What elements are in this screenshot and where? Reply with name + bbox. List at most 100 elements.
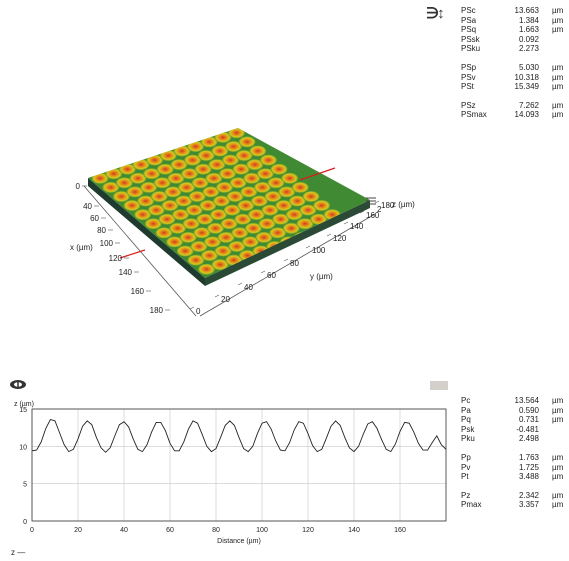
z-axis-label: z (µm) xyxy=(392,200,415,209)
surface-bump xyxy=(211,145,229,157)
surface-bump xyxy=(123,200,141,211)
surface-bump xyxy=(172,209,190,221)
param-value: 13.564 xyxy=(514,396,539,405)
surface-bump xyxy=(240,186,258,198)
surface-bump xyxy=(208,159,226,171)
surface-bump xyxy=(313,200,331,211)
surface-bump xyxy=(235,150,253,161)
profile-view-icon[interactable] xyxy=(8,377,28,389)
surface-bump xyxy=(150,191,168,202)
surface-bump xyxy=(310,213,328,225)
y-tick-mark xyxy=(283,258,289,262)
z-tick-label: 2 xyxy=(377,205,382,214)
param-name: PSmax xyxy=(461,110,487,120)
param-name: PSz xyxy=(461,100,476,110)
param-unit: µm xyxy=(552,500,564,510)
surface-bump xyxy=(217,231,235,243)
surface-bump xyxy=(102,181,120,193)
y-tick-label: 160 xyxy=(366,211,380,220)
x-tick-label: 40 xyxy=(120,527,128,534)
param-unit: µm xyxy=(552,100,564,110)
x-tick-label: 120 xyxy=(302,527,314,534)
param-value: 13.663 xyxy=(514,6,539,15)
param-name: PSq xyxy=(461,25,477,35)
y-tick-mark xyxy=(237,282,243,286)
surface-bump xyxy=(259,154,277,166)
surface-bump xyxy=(222,154,239,166)
y-axis-line xyxy=(199,213,376,317)
surface-bump xyxy=(175,195,193,207)
y-tick-label: 5 xyxy=(23,482,27,489)
param-row: Pv 1.725 µm xyxy=(461,463,569,473)
param-name: PSa xyxy=(461,15,477,25)
param-unit: µm xyxy=(552,490,564,500)
surface-bump xyxy=(223,204,241,216)
surface-bump xyxy=(169,222,187,234)
surface-bump xyxy=(228,128,245,139)
surface-bump xyxy=(214,131,232,143)
y-tick-label: 0 xyxy=(23,519,27,526)
profile-footer-label: z — xyxy=(11,548,26,557)
y-tick-label: 0 xyxy=(196,307,201,316)
param-name: Pmax xyxy=(461,500,482,510)
surface-bump xyxy=(194,163,212,175)
param-name: PSku xyxy=(461,44,481,54)
param-name: PSsk xyxy=(461,34,480,44)
surface-bump xyxy=(261,204,279,216)
param-name: Pq xyxy=(461,415,471,425)
surface-bump xyxy=(249,145,267,157)
surface-bump xyxy=(225,141,242,152)
param-value: 3.488 xyxy=(518,472,539,482)
surface-bump xyxy=(144,218,162,230)
surface-bump xyxy=(220,218,238,230)
param-value: 5.030 xyxy=(518,62,539,72)
surface-bump xyxy=(132,159,150,171)
surface-bump xyxy=(199,200,217,211)
x-tick-label: 140 xyxy=(348,527,360,534)
param-row: PSsk 0.092 xyxy=(461,35,569,45)
profile-color-swatch[interactable] xyxy=(430,381,448,390)
x-tick-label: 0 xyxy=(76,182,81,191)
param-value: 0.590 xyxy=(518,405,539,415)
surface-bump xyxy=(185,204,203,216)
param-row: Pt 3.488 µm xyxy=(461,472,569,482)
param-value: 15.349 xyxy=(514,82,539,92)
surface-bump xyxy=(213,195,230,207)
param-unit: µm xyxy=(552,415,564,425)
surface-bump xyxy=(267,177,285,189)
param-value: 3.357 xyxy=(518,500,539,510)
red-marker-left xyxy=(119,249,146,259)
surface-bump xyxy=(241,236,259,248)
surface-bump xyxy=(196,213,214,225)
param-value: 2.342 xyxy=(518,490,539,500)
y-tick-label: 60 xyxy=(267,271,276,280)
surface-scale-toggle-icon[interactable]: ∋↕ xyxy=(426,5,445,22)
y-tick-label: 120 xyxy=(333,234,347,243)
param-row: Pc 13.564 µm xyxy=(461,396,569,406)
surface-bump xyxy=(211,259,229,271)
surface-bump xyxy=(184,154,202,166)
y-tick-mark xyxy=(214,294,220,298)
surface-bump xyxy=(193,227,211,239)
y-tick-label: 40 xyxy=(244,283,253,292)
x-axis-label: x (µm) xyxy=(70,243,93,252)
surface-bump xyxy=(187,141,205,152)
surface-bump xyxy=(258,218,276,230)
surface-bump xyxy=(296,218,314,230)
surface-bump xyxy=(164,186,182,198)
surface-bump xyxy=(246,159,264,171)
x-tick-label: 140 xyxy=(119,268,133,277)
param-unit: µm xyxy=(552,25,564,35)
surface-bump xyxy=(256,168,274,180)
param-name: PSp xyxy=(461,62,477,72)
param-value: 0.731 xyxy=(518,415,539,425)
profile-x-ticks: 0 20 40 60 80 100 120 140 160 xyxy=(30,527,406,534)
x-tick-label: 60 xyxy=(90,214,99,223)
y-tick-mark xyxy=(260,270,266,274)
surface-bump xyxy=(137,195,155,207)
surface-bump xyxy=(302,191,320,202)
surface-bump xyxy=(237,200,255,211)
surface-bump xyxy=(270,163,288,175)
x-tick-label: 160 xyxy=(394,527,406,534)
